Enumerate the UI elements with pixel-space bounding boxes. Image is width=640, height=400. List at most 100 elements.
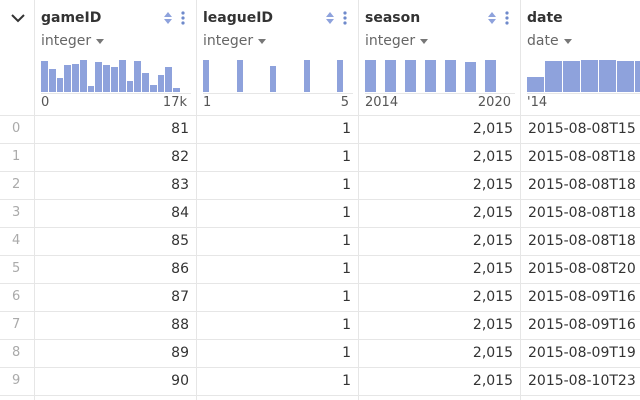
column-name[interactable]: leagueID <box>203 10 274 26</box>
table-cell: 1 <box>342 289 351 305</box>
histogram-bar <box>111 67 118 92</box>
sort-menu-icons[interactable] <box>326 10 350 26</box>
column-name[interactable]: season <box>365 10 421 26</box>
column-name[interactable]: gameID <box>41 10 102 26</box>
histogram-bar <box>617 61 634 92</box>
table-cell: 1 <box>342 121 351 137</box>
histogram-bar <box>599 60 616 92</box>
row-index: 6 <box>12 289 21 304</box>
histogram-bar <box>581 60 598 92</box>
histogram-bar <box>545 61 562 92</box>
table-cell: 85 <box>171 233 189 249</box>
range-label: 1 <box>203 95 212 110</box>
table-cell: 2015-08-08T20 <box>528 261 636 277</box>
table-cell: 83 <box>171 177 189 193</box>
header-divider <box>0 115 640 116</box>
histogram-bar <box>385 60 396 92</box>
column-type[interactable]: date <box>527 33 572 49</box>
table-cell: 1 <box>342 233 351 249</box>
table-cell: 86 <box>171 261 189 277</box>
range-label: '14 <box>527 95 548 110</box>
row-index: 5 <box>12 261 21 276</box>
range-label: 5 <box>340 95 349 110</box>
histogram-bar <box>134 61 142 92</box>
column-divider <box>34 0 35 400</box>
histogram-bar <box>270 66 276 92</box>
table-cell: 2,015 <box>472 233 513 249</box>
histogram-bar <box>64 65 72 92</box>
column-type[interactable]: integer <box>203 33 267 49</box>
table-cell: 2015-08-08T18 <box>528 149 636 165</box>
row-divider <box>0 339 640 340</box>
table-cell: 2,015 <box>472 373 513 389</box>
table-cell: 2,015 <box>472 177 513 193</box>
sort-menu-icons[interactable] <box>488 10 512 26</box>
histogram-bar <box>56 77 64 92</box>
table-cell: 2015-08-09T16 <box>528 289 636 305</box>
table-cell: 88 <box>171 317 189 333</box>
table-cell: 2,015 <box>472 261 513 277</box>
column-divider <box>196 0 197 400</box>
table-cell: 1 <box>342 317 351 333</box>
table-cell: 1 <box>342 261 351 277</box>
histogram-bar <box>445 60 456 92</box>
table-cell: 2015-08-08T18 <box>528 233 636 249</box>
table-cell: 1 <box>342 177 351 193</box>
table-cell: 1 <box>342 205 351 221</box>
table-cell: 82 <box>171 149 189 165</box>
histogram-bar <box>236 60 243 92</box>
histogram-bar <box>203 60 209 92</box>
type-dropdown-caret[interactable] <box>258 38 267 44</box>
histogram-bar <box>485 60 496 92</box>
table-cell: 2015-08-09T16 <box>528 317 636 333</box>
collapse-chevron[interactable] <box>10 12 26 24</box>
row-divider <box>0 199 640 200</box>
sort-menu-icons[interactable] <box>164 10 188 26</box>
range-label: 0 <box>41 95 50 110</box>
table-cell: 87 <box>171 289 189 305</box>
type-dropdown-caret[interactable] <box>420 38 429 44</box>
histogram-bar <box>157 75 165 92</box>
histogram-bar <box>527 77 544 92</box>
table-cell: 2,015 <box>472 289 513 305</box>
column-type[interactable]: integer <box>365 33 429 49</box>
range-label: 2014 <box>365 95 399 110</box>
histogram-bar <box>95 62 103 92</box>
row-index: 4 <box>12 233 21 248</box>
range-label: 2020 <box>477 95 511 110</box>
histogram-bar <box>173 87 180 92</box>
table-cell: 2015-08-09T19 <box>528 345 636 361</box>
histogram-bar <box>48 69 56 92</box>
histogram-bar <box>303 60 310 92</box>
table-cell: 2,015 <box>472 205 513 221</box>
table-cell: 1 <box>342 373 351 389</box>
column-divider <box>520 0 521 400</box>
histogram-axis <box>203 93 353 94</box>
histogram-bar <box>103 65 110 92</box>
row-index: 3 <box>12 205 21 220</box>
row-divider <box>0 143 640 144</box>
column-name[interactable]: date <box>527 10 563 26</box>
table-cell: 90 <box>171 373 189 389</box>
range-label: 17k <box>162 95 187 110</box>
row-divider <box>0 395 640 396</box>
row-index: 0 <box>12 121 21 136</box>
histogram-bar <box>87 85 95 92</box>
table-cell: 2015-08-08T18 <box>528 205 636 221</box>
histogram-bar <box>165 67 173 92</box>
row-index: 2 <box>12 177 21 192</box>
histogram-bar <box>405 60 416 92</box>
type-dropdown-caret[interactable] <box>96 38 105 44</box>
column-type[interactable]: integer <box>41 33 105 49</box>
type-dropdown-caret[interactable] <box>563 38 572 44</box>
row-divider <box>0 283 640 284</box>
histogram-bar <box>126 80 134 92</box>
row-divider <box>0 171 640 172</box>
histogram-axis <box>41 93 191 94</box>
table-cell: 2015-08-10T23 <box>528 373 636 389</box>
column-divider <box>358 0 359 400</box>
table-cell: 1 <box>342 345 351 361</box>
row-divider <box>0 311 640 312</box>
histogram-bar <box>149 84 157 92</box>
table-cell: 1 <box>342 149 351 165</box>
